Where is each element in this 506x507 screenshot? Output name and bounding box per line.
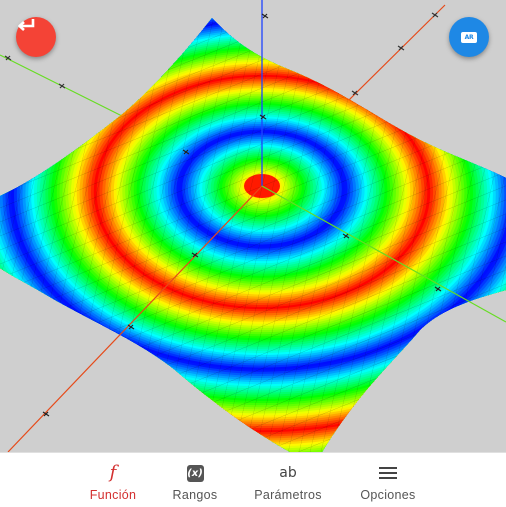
surface-plot-3d[interactable] [0, 0, 506, 452]
parameters-icon: ab [279, 465, 297, 481]
tab-parametros[interactable]: ab Parámetros [238, 453, 338, 507]
y-axis-tick [342, 233, 350, 239]
x-axis-front [7, 185, 263, 452]
bottom-navigation: f Función (x) Rangos ab Parámetros Opcio… [0, 452, 506, 507]
z-axis-tick [261, 13, 269, 19]
surface-mesh [0, 18, 506, 452]
back-button[interactable] [16, 17, 56, 57]
x-axis-tick [351, 90, 359, 96]
ar-icon: AR [461, 31, 477, 43]
tab-opciones[interactable]: Opciones [338, 453, 438, 507]
graph-viewport[interactable]: AR [0, 0, 506, 452]
x-axis-tick [191, 252, 199, 258]
x-axis-tick [397, 45, 405, 51]
ar-button[interactable]: AR [449, 17, 489, 57]
y-axis-tick [182, 149, 190, 155]
tab-funcion[interactable]: f Función [63, 453, 163, 507]
x-axis-tick [431, 12, 439, 18]
menu-icon [379, 462, 397, 484]
function-icon: f [109, 462, 117, 483]
y-axis-tick [58, 83, 66, 89]
tab-rangos[interactable]: (x) Rangos [145, 453, 245, 507]
tab-parametros-label: Parámetros [254, 488, 322, 502]
x-axis-tick [127, 324, 135, 330]
x-axis-tick [42, 411, 50, 417]
y-axis-tick [4, 55, 12, 61]
axes-front [7, 0, 506, 452]
tab-opciones-label: Opciones [360, 488, 416, 502]
ranges-icon: (x) [186, 462, 204, 484]
tab-funcion-label: Función [89, 488, 137, 502]
z-axis-tick [259, 114, 267, 120]
y-axis-front [261, 185, 506, 323]
tab-rangos-label: Rangos [172, 488, 218, 502]
y-axis-tick [434, 286, 442, 292]
